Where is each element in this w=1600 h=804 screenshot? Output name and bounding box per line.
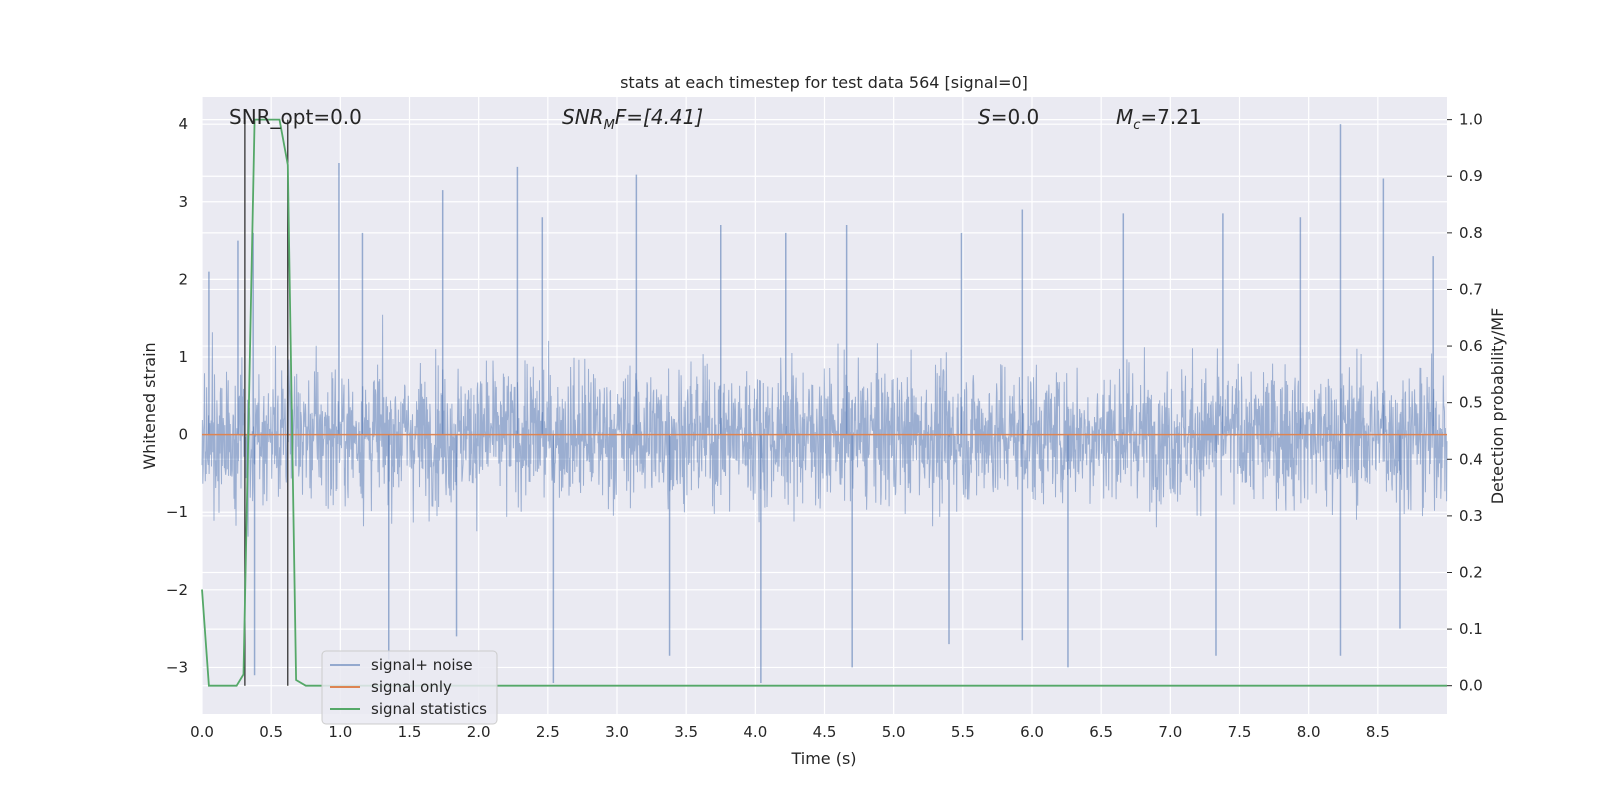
y-right-tick-label: 0.9	[1459, 167, 1483, 185]
x-tick-label: 2.5	[536, 723, 560, 741]
y-left-tick-label: −1	[166, 503, 188, 521]
y-right-tick-label: 0.1	[1459, 620, 1483, 638]
y-left-tick-label: 4	[178, 115, 188, 133]
x-tick-labels: 0.0 0.5 1.0 1.5 2.0 2.5 3.0 3.5 4.0 4.5 5.0 5.5 6.0 6…	[190, 723, 1390, 741]
x-tick-label: 6.0	[1020, 723, 1044, 741]
y-left-tick-label: 1	[178, 348, 188, 366]
y-right-tick-label: 0.7	[1459, 280, 1483, 298]
x-tick-label: 5.0	[882, 723, 906, 741]
annotation-snr-mf: SNRMF=[4.41]	[562, 105, 703, 133]
y-right-tick-label: 0.3	[1459, 507, 1483, 525]
legend-label-signal-noise: signal+ noise	[371, 656, 473, 674]
y-right-tick-label: 0.8	[1459, 224, 1483, 242]
y-right-tick-labels: 0.0 0.1 0.2 0.3 0.4 0.5 0.6 0.7 0.8 0.9 1.0	[1447, 111, 1483, 695]
x-tick-label: 4.5	[813, 723, 837, 741]
y-left-tick-label: −3	[166, 658, 188, 676]
chart-title: stats at each timestep for test data 564…	[620, 73, 1028, 92]
series-signal-noise	[201, 124, 1448, 683]
x-tick-label: 3.5	[674, 723, 698, 741]
y-left-tick-label: 3	[178, 193, 188, 211]
annotation-s: S=0.0	[978, 105, 1039, 129]
annotation-mc: Mc=7.21	[1116, 105, 1202, 133]
y-right-tick-label: 1.0	[1459, 111, 1483, 129]
y-right-tick-label: 0.5	[1459, 394, 1483, 412]
x-tick-label: 1.5	[398, 723, 422, 741]
y-right-tick-label: 0.4	[1459, 450, 1483, 468]
x-axis-label: Time (s)	[790, 749, 856, 768]
y-right-tick-label: 0.0	[1459, 677, 1483, 695]
x-tick-label: 0.0	[190, 723, 214, 741]
x-tick-label: 8.5	[1366, 723, 1390, 741]
x-tick-label: 5.5	[951, 723, 975, 741]
signal-statistics-line	[201, 118, 1447, 687]
x-tick-label: 2.0	[467, 723, 491, 741]
y-right-tick-label: 0.2	[1459, 563, 1483, 581]
y-axis-label-left: Whitened strain	[140, 342, 159, 469]
y-axis-label-right: Detection probability/MF	[1488, 308, 1507, 505]
x-tick-label: 7.0	[1158, 723, 1182, 741]
x-tick-label: 6.5	[1089, 723, 1113, 741]
x-tick-label: 8.0	[1297, 723, 1321, 741]
legend: signal+ noise signal only signal statist…	[321, 650, 498, 725]
x-tick-label: 4.0	[743, 723, 767, 741]
x-tick-label: 7.5	[1228, 723, 1252, 741]
legend-box	[321, 650, 498, 725]
legend-label-signal-only: signal only	[371, 678, 452, 696]
y-right-tick-label: 0.6	[1459, 337, 1483, 355]
annotation-snr-opt: SNR_opt=0.0	[229, 105, 362, 129]
y-left-tick-label: −2	[166, 581, 188, 599]
legend-label-signal-statistics: signal statistics	[371, 700, 487, 718]
x-tick-label: 1.0	[328, 723, 352, 741]
y-left-tick-label: 0	[178, 426, 188, 444]
series-lines	[201, 118, 1447, 687]
x-tick-label: 0.5	[259, 723, 283, 741]
y-left-tick-label: 2	[178, 270, 188, 288]
y-left-tick-labels: −3 −2 −1 0 1 2 3 4	[166, 115, 188, 676]
x-tick-label: 3.0	[605, 723, 629, 741]
noise-trace	[201, 314, 1448, 537]
